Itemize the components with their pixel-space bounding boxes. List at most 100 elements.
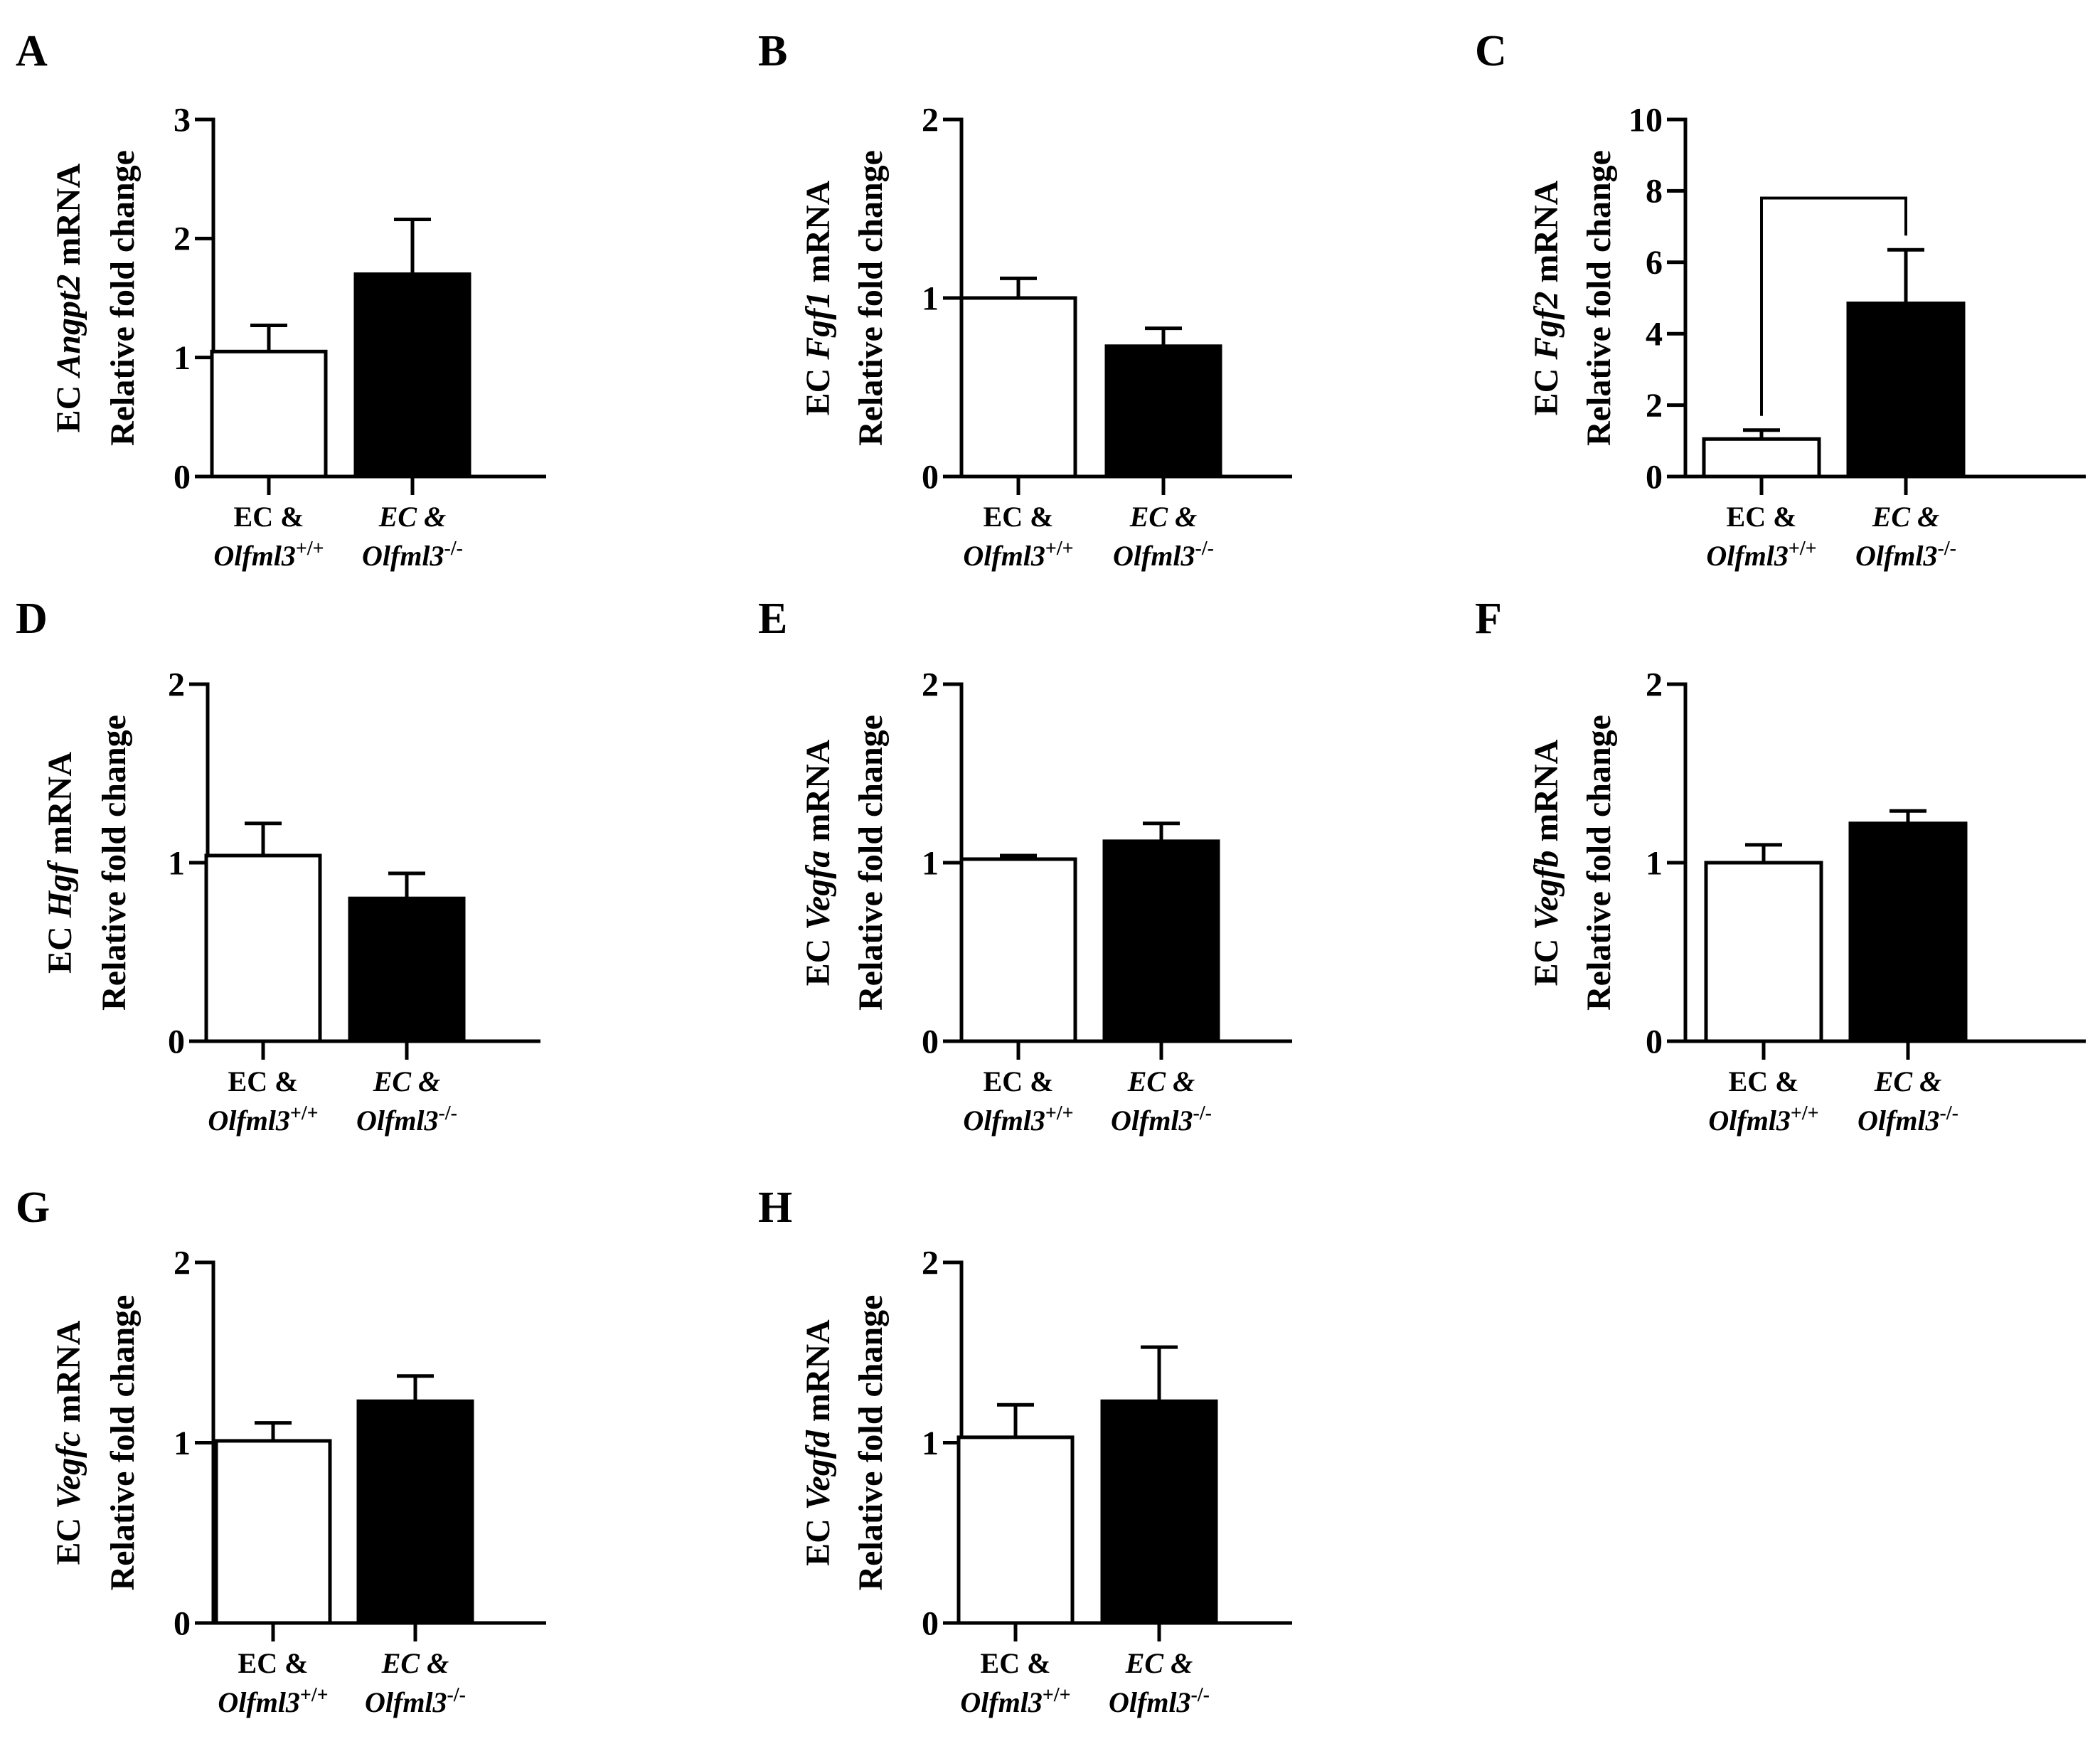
y-label-subtitle: Relative fold change <box>104 150 142 446</box>
y-tick-label: 2 <box>1646 666 1663 703</box>
x-label-line1: EC & <box>1872 501 1939 533</box>
y-label-subtitle: Relative fold change <box>1580 150 1618 446</box>
y-tick-label: 1 <box>1646 844 1663 882</box>
x-label-line1: EC & <box>981 1647 1051 1679</box>
y-tick-label: 4 <box>1646 316 1663 353</box>
panel-label: E <box>758 595 787 643</box>
bar-ko <box>1104 344 1222 479</box>
panel-label: B <box>758 27 787 75</box>
y-tick-label: 2 <box>174 1244 191 1282</box>
panel-label: F <box>1475 595 1502 643</box>
bar-ko <box>356 1399 474 1625</box>
x-label-line2: Olfml3-/- <box>1855 538 1956 573</box>
y-label: EC Fgf1 mRNA <box>799 180 837 415</box>
x-label-line2: Olfml3+/+ <box>1708 1102 1818 1137</box>
bar-wt <box>959 857 1077 1043</box>
y-tick-label: 1 <box>922 844 939 882</box>
x-label-line2: Olfml3+/+ <box>1706 538 1816 573</box>
panel-g: G 0 1 2 EC & Olfml3+/+ EC & Olfml3-/- EC Vegfc m… <box>16 1183 546 1718</box>
y-label-subtitle: Relative fold change <box>104 1295 142 1591</box>
panel-label: D <box>16 595 48 643</box>
bar-ko <box>1846 302 1966 479</box>
bar-ko <box>1102 839 1220 1043</box>
x-label-line1: EC & <box>1729 1065 1799 1097</box>
y-label: EC Vegfd mRNA <box>799 1319 837 1566</box>
x-label-line2: Olfml3-/- <box>362 538 463 573</box>
y-tick-label: 10 <box>1629 101 1663 139</box>
x-label-line1: EC & <box>984 501 1054 533</box>
y-tick-label: 2 <box>922 101 939 139</box>
y-label: EC Vegfb mRNA <box>1528 739 1565 986</box>
panel-f: F 0 1 2 EC & Olfml3+/+ EC & Olfml3-/- EC Vegfb m… <box>1475 595 2086 1137</box>
y-tick-label: 0 <box>922 1023 939 1060</box>
y-label: EC Hgf mRNA <box>41 752 79 974</box>
panel-label: G <box>16 1183 50 1232</box>
y-tick-label: 0 <box>174 1604 191 1642</box>
x-label-line1: EC & <box>984 1065 1054 1097</box>
y-label: EC Vegfa mRNA <box>799 739 837 986</box>
y-label: EC Fgf2 mRNA <box>1528 180 1565 415</box>
x-label-line1: EC & <box>228 1065 299 1097</box>
x-label-line1: EC & <box>381 1647 449 1679</box>
y-tick-label: 2 <box>922 1244 939 1282</box>
y-tick-label: 6 <box>1646 244 1663 282</box>
y-tick-label: 1 <box>922 1425 939 1462</box>
x-label-line2: Olfml3-/- <box>1858 1102 1958 1137</box>
y-tick-label: 1 <box>174 339 191 377</box>
bar-ko <box>348 896 466 1043</box>
y-tick-label: 8 <box>1646 173 1663 211</box>
bar-wt <box>204 853 322 1043</box>
y-tick-label: 0 <box>1646 458 1663 496</box>
x-label-line2: Olfml3-/- <box>1109 1684 1210 1719</box>
y-tick-label: 2 <box>168 666 185 703</box>
bar-wt <box>1702 437 1821 479</box>
y-tick-label: 1 <box>922 280 939 317</box>
panel-e: E 0 1 2 EC & Olfml3+/+ EC & Olfml3-/- EC Vegfa m… <box>758 595 1292 1137</box>
x-label-line1: EC & <box>238 1647 309 1679</box>
y-label-subtitle: Relative fold change <box>852 150 890 446</box>
panel-d: D 0 1 2 EC & Olfml3+/+ EC & Olfml3-/- EC Hgf mRN… <box>16 595 540 1137</box>
y-tick-label: 0 <box>168 1023 185 1060</box>
x-label-line1: EC & <box>378 501 446 533</box>
panel-h: H 0 1 2 EC & Olfml3+/+ EC & Olfml3-/- EC Vegfd m… <box>758 1183 1292 1718</box>
panel-label: A <box>16 27 48 75</box>
y-label: EC Vegfc mRNA <box>50 1320 87 1565</box>
y-label-subtitle: Relative fold change <box>1580 715 1618 1011</box>
bar-ko <box>1848 821 1968 1043</box>
x-label-line1: EC & <box>234 501 304 533</box>
x-label-line1: EC & <box>1125 1647 1193 1679</box>
y-label-subtitle: Relative fold change <box>852 715 890 1011</box>
x-label-line1: EC & <box>373 1065 440 1097</box>
y-tick-label: 2 <box>1646 387 1663 425</box>
panel-b: B 0 1 2 EC & Olfml3+/+ EC & Olfml3-/- EC Fgf1 mR… <box>758 27 1292 572</box>
y-tick-label: 0 <box>922 458 939 496</box>
y-tick-label: 0 <box>922 1604 939 1642</box>
panel-label: C <box>1475 27 1507 75</box>
bar-ko <box>353 272 471 479</box>
x-label-line1: EC & <box>1129 501 1197 533</box>
y-label-subtitle: Relative fold change <box>852 1295 890 1591</box>
y-tick-label: 1 <box>168 844 185 882</box>
bar-ko <box>1100 1399 1218 1625</box>
x-label-line2: Olfml3+/+ <box>960 1684 1070 1719</box>
y-tick-label: 1 <box>174 1425 191 1462</box>
y-tick-label: 2 <box>174 220 191 258</box>
bar-wt <box>214 1439 332 1625</box>
x-label-line2: Olfml3-/- <box>356 1102 457 1137</box>
y-label-subtitle: Relative fold change <box>95 715 133 1011</box>
x-label-line2: Olfml3-/- <box>1113 538 1214 573</box>
x-label-line2: Olfml3-/- <box>365 1684 466 1719</box>
bar-wt <box>210 349 328 479</box>
panel-a: A 0 1 2 3 EC & Olfml3+/+ EC & Olfml3-/- EC Angpt2… <box>16 27 546 572</box>
x-label-line2: Olfml3+/+ <box>218 1684 328 1719</box>
bar-wt <box>1704 861 1823 1043</box>
x-label-line2: Olfml3+/+ <box>208 1102 318 1137</box>
x-label-line1: EC & <box>1727 501 1797 533</box>
panel-c: C 0 2 4 6 8 10 EC & Olfml3+/+ EC & Olfml3-/- EC Fgf… <box>1475 27 2086 572</box>
y-tick-label: 0 <box>1646 1023 1663 1060</box>
panel-label: H <box>758 1183 792 1232</box>
x-label-line1: EC & <box>1127 1065 1195 1097</box>
x-label-line2: Olfml3+/+ <box>213 538 324 573</box>
y-tick-label: 2 <box>922 666 939 703</box>
